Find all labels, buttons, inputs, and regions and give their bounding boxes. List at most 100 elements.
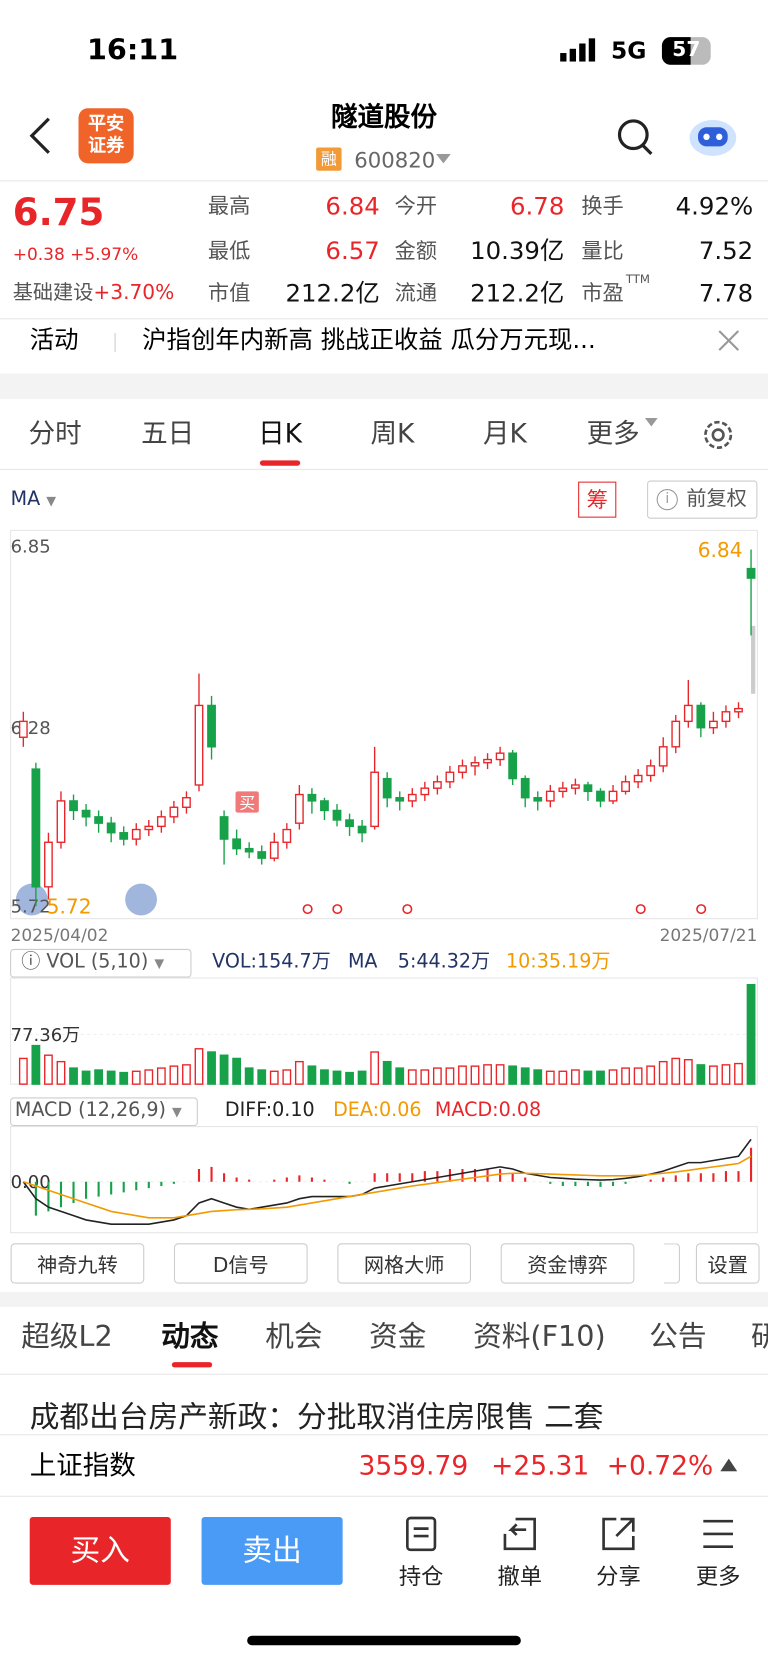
action-label[interactable]: 持仓 — [398, 1563, 444, 1590]
action-label[interactable]: 撤单 — [497, 1563, 543, 1590]
settings[interactable] — [700, 417, 736, 453]
change-pct: +5.97% — [70, 243, 139, 265]
assistant[interactable] — [687, 112, 738, 159]
volume-bar — [470, 1065, 480, 1085]
volume-bar — [709, 1065, 718, 1085]
divider — [0, 1434, 768, 1436]
volume-bar — [131, 1070, 141, 1085]
period-tab[interactable]: 周K — [370, 417, 415, 449]
tool-button[interactable]: D信号 — [173, 1243, 308, 1284]
action-icon[interactable] — [402, 1515, 440, 1553]
candle-body — [144, 825, 154, 831]
news[interactable]: 成都出台房产新政：分批取消住房限售 二套 — [29, 1399, 604, 1435]
sell-button[interactable]: 卖出 — [201, 1516, 343, 1585]
stat-value: 6.84 — [325, 193, 380, 221]
divider — [0, 318, 768, 320]
expand-up[interactable] — [720, 1458, 738, 1472]
back-button[interactable] — [28, 117, 53, 155]
search[interactable] — [615, 117, 655, 157]
candle-body — [94, 816, 104, 824]
stat-label: 今开 — [394, 193, 438, 219]
candle-body — [746, 567, 756, 579]
candle-body — [156, 816, 166, 828]
chip-button[interactable]: 筹 — [578, 481, 617, 518]
period-tab[interactable]: 日K — [258, 417, 303, 449]
vol-header: VOL (5,10) — [46, 950, 149, 973]
period-tab[interactable]: 月K — [482, 417, 527, 449]
gap — [0, 1292, 768, 1307]
content-tab[interactable]: 公告 — [649, 1320, 707, 1354]
volume-bar — [320, 1069, 329, 1085]
stat-label: 市盈 — [581, 280, 624, 306]
banner-text[interactable]: 沪指创年内新高 挑战正收益 瓜分万元现... — [142, 326, 596, 355]
fullscreen[interactable] — [125, 883, 157, 916]
candle-body — [44, 841, 53, 888]
volume-bar — [94, 1069, 104, 1085]
period-tab[interactable]: 五日 — [141, 417, 195, 449]
content-tab[interactable]: 超级L2 — [21, 1320, 113, 1354]
content-tab[interactable]: 资金 — [369, 1320, 427, 1354]
candle-body — [257, 851, 267, 859]
action-icon[interactable] — [501, 1515, 539, 1553]
dropdown[interactable] — [644, 417, 658, 429]
event-markers — [302, 904, 707, 915]
candle-body — [483, 758, 492, 764]
volume-bar — [746, 983, 756, 1085]
volume-bar — [31, 1044, 41, 1085]
candle-body — [269, 841, 279, 859]
expand[interactable] — [15, 883, 48, 916]
volume-bar — [194, 1048, 204, 1085]
buy-marker: 买 — [239, 793, 255, 812]
content-tab[interactable]: 研 — [751, 1323, 768, 1352]
volume-bar — [508, 1065, 518, 1085]
content-tab[interactable]: 动态 — [161, 1320, 219, 1354]
candle-body — [18, 720, 28, 738]
tool-button — [664, 1243, 680, 1284]
action-label[interactable]: 更多 — [695, 1563, 741, 1590]
tool-button[interactable]: 神奇九转 — [10, 1243, 145, 1284]
volume-bar — [721, 1064, 731, 1085]
dropdown[interactable] — [435, 153, 451, 165]
action-icon[interactable] — [599, 1515, 637, 1553]
volume-bar — [658, 1060, 668, 1085]
stat-label: 流通 — [394, 280, 438, 306]
content-tab[interactable]: 资料(F10) — [473, 1320, 606, 1354]
period-tab[interactable]: 分时 — [28, 417, 82, 449]
candle-body — [696, 704, 706, 729]
network: 5G — [611, 38, 647, 65]
icon — [406, 1516, 437, 1552]
candle-body — [646, 765, 656, 777]
macd-selector[interactable] — [10, 1097, 198, 1127]
close[interactable] — [717, 329, 740, 352]
dea-label: DEA:0.06 — [333, 1098, 422, 1122]
indicator[interactable]: MA ▼ — [10, 487, 57, 511]
period-tab[interactable]: 更多 — [586, 417, 640, 449]
candle-body — [596, 790, 605, 802]
adjust-button[interactable]: i 前复权 — [647, 480, 758, 519]
vol-title[interactable]: ⓘ VOL (5,10) ▼ — [21, 950, 165, 973]
stat-label: 金额 — [394, 237, 438, 264]
stock-name: 隧道股份 — [330, 101, 438, 133]
vol-selector[interactable] — [10, 948, 192, 978]
action-icon[interactable] — [699, 1515, 737, 1553]
volume-bar — [106, 1070, 116, 1085]
candle-body — [432, 781, 442, 789]
macd-label: MACD:0.08 — [434, 1098, 542, 1122]
tool-button[interactable]: 网格大师 — [337, 1243, 471, 1284]
separator — [114, 333, 116, 353]
stock-code: 600820 — [354, 147, 436, 173]
candle-body — [131, 828, 141, 840]
candle-body — [721, 711, 731, 723]
action-label[interactable]: 分享 — [596, 1563, 641, 1590]
volume-bar — [219, 1054, 229, 1085]
candle-body — [382, 777, 392, 799]
macd-frame — [10, 1126, 758, 1234]
macd-title[interactable]: MACD (12,26,9) ▼ — [14, 1098, 182, 1122]
time: 16:11 — [86, 33, 179, 67]
content-tab[interactable]: 机会 — [265, 1320, 323, 1354]
change-abs: +0.38 — [12, 243, 65, 265]
tool-button[interactable]: 设置 — [695, 1243, 760, 1284]
buy-button[interactable]: 买入 — [29, 1516, 171, 1585]
tool-button[interactable]: 资金博弈 — [500, 1243, 635, 1284]
stat-label: 市值 — [207, 280, 251, 306]
